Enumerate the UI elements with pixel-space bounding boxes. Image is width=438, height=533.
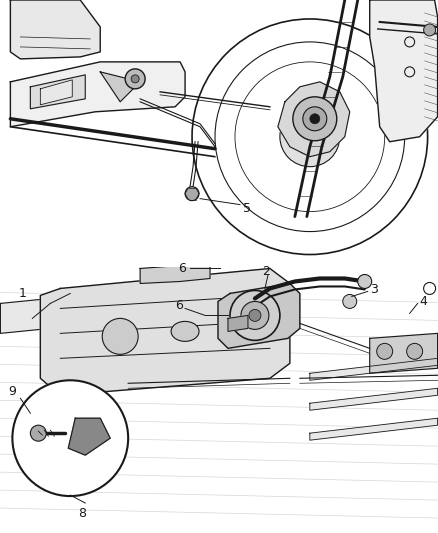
Circle shape [241,302,269,329]
Polygon shape [310,358,438,380]
Polygon shape [11,62,185,127]
Circle shape [343,294,357,309]
Polygon shape [30,75,85,109]
Circle shape [406,343,423,359]
Polygon shape [370,0,438,142]
Polygon shape [11,0,100,59]
Circle shape [125,69,145,89]
Circle shape [230,290,280,341]
Text: 8: 8 [78,506,86,520]
Circle shape [293,97,337,141]
Text: 5: 5 [243,202,251,215]
Text: 9: 9 [8,385,16,398]
Text: 6: 6 [178,262,186,275]
Polygon shape [310,388,438,410]
Text: 3: 3 [370,283,378,296]
Polygon shape [310,418,438,440]
Polygon shape [278,82,350,157]
Polygon shape [228,316,248,332]
Text: 6: 6 [175,299,183,312]
Text: 2: 2 [262,265,270,278]
Circle shape [424,24,436,36]
Circle shape [377,343,393,359]
Polygon shape [68,418,110,455]
Text: 4: 4 [420,295,427,308]
Polygon shape [100,72,140,102]
Circle shape [292,119,328,155]
Circle shape [249,310,261,321]
Ellipse shape [171,321,199,341]
Circle shape [102,318,138,354]
Polygon shape [40,269,290,395]
Circle shape [303,107,327,131]
Text: 1: 1 [18,287,26,300]
Circle shape [185,187,199,200]
Circle shape [12,380,128,496]
Polygon shape [40,80,72,105]
Circle shape [131,75,139,83]
Circle shape [280,107,340,167]
Polygon shape [0,286,180,333]
Circle shape [30,425,46,441]
Polygon shape [370,333,438,373]
Circle shape [358,274,372,288]
Circle shape [310,114,320,124]
Polygon shape [140,265,210,284]
Polygon shape [218,284,300,349]
